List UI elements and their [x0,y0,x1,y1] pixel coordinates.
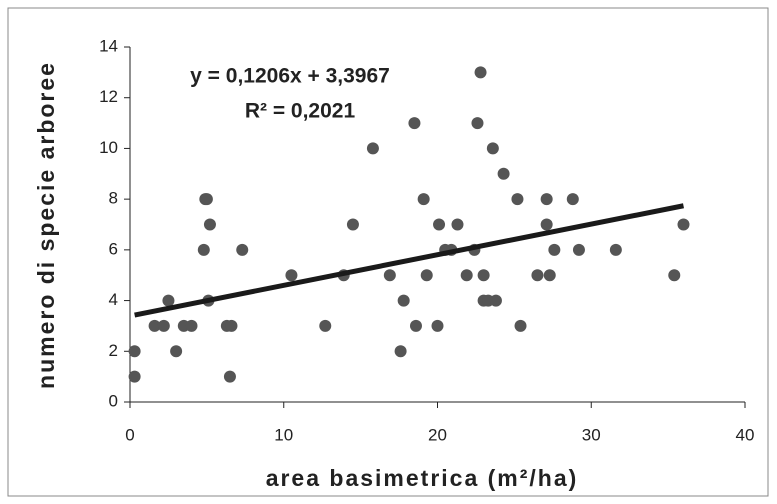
point [285,269,298,282]
x-tick-label: 20 [428,425,447,444]
y-tick-label: 0 [109,391,118,410]
x-tick-label: 10 [274,425,293,444]
point [497,167,510,180]
point [540,193,553,206]
point [170,345,183,358]
point [162,294,175,307]
point [408,117,421,130]
y-tick-label: 8 [109,189,118,208]
point [460,269,473,282]
x-axis-label: area basimetrica (m²/ha) [266,465,579,491]
point [200,193,213,206]
point [531,269,544,282]
point [609,243,622,256]
point [511,193,524,206]
point [197,243,210,256]
point [543,269,556,282]
x-tick-label: 40 [736,425,755,444]
point [366,142,379,155]
point [548,243,561,256]
y-tick-label: 6 [109,239,118,258]
point [223,370,236,383]
point [185,319,198,332]
point [383,269,396,282]
point [417,193,430,206]
point [474,66,487,79]
y-tick-label: 10 [99,138,118,157]
point [409,319,422,332]
x-tick-label: 30 [582,425,601,444]
point [477,269,490,282]
point [451,218,464,231]
point [128,370,141,383]
point [486,142,499,155]
point [420,269,433,282]
point [346,218,359,231]
point [225,319,238,332]
point [668,269,681,282]
y-tick-label: 4 [109,290,118,309]
point [514,319,527,332]
point [157,319,170,332]
point [431,319,444,332]
point [319,319,332,332]
trend-line [134,203,684,318]
point [471,117,484,130]
point [433,218,446,231]
point [203,218,216,231]
point [677,218,690,231]
chart-frame [7,7,769,497]
x-tick-label: 0 [125,425,134,444]
point [128,345,141,358]
y-tick-label: 12 [99,87,118,106]
point [566,193,579,206]
y-tick-label: 14 [99,36,118,55]
y-axis-label: numero di specie arboree [33,61,59,389]
point [572,243,585,256]
point [148,319,161,332]
r-squared: R² = 0,2021 [245,100,356,123]
point [489,294,502,307]
point [397,294,410,307]
point [540,218,553,231]
point [394,345,407,358]
y-tick-label: 2 [109,341,118,360]
point [236,243,249,256]
equation: y = 0,1206x + 3,3967 [190,65,390,88]
